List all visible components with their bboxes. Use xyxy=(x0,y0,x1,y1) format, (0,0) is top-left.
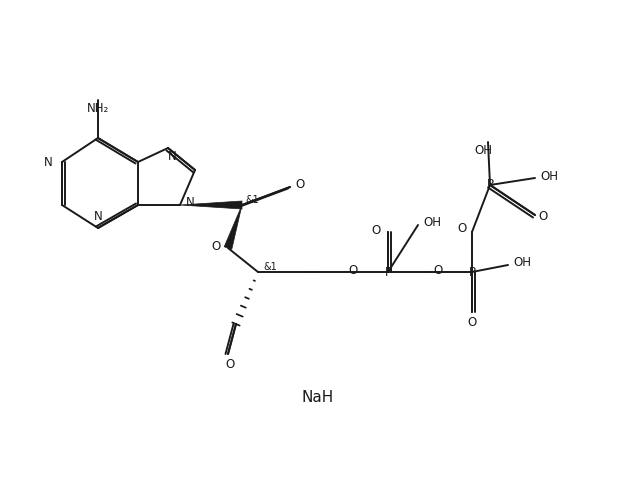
Text: O: O xyxy=(538,211,548,224)
Text: OH: OH xyxy=(540,170,558,183)
Text: O: O xyxy=(458,223,467,236)
Text: O: O xyxy=(211,240,221,253)
Text: O: O xyxy=(371,224,381,237)
Text: NaH: NaH xyxy=(302,390,334,405)
Text: &1: &1 xyxy=(263,262,277,272)
Text: OH: OH xyxy=(423,215,441,228)
Text: P: P xyxy=(468,266,476,279)
Text: O: O xyxy=(433,264,443,277)
Text: O: O xyxy=(467,316,477,329)
Text: N: N xyxy=(44,156,53,169)
Text: P: P xyxy=(385,266,392,279)
Text: OH: OH xyxy=(513,256,531,269)
Text: O: O xyxy=(296,178,305,191)
Text: OH: OH xyxy=(474,145,492,158)
Text: N: N xyxy=(93,211,102,224)
Text: N: N xyxy=(168,150,177,163)
Polygon shape xyxy=(224,205,242,249)
Text: O: O xyxy=(348,264,358,277)
Text: N: N xyxy=(186,197,195,210)
Text: NH₂: NH₂ xyxy=(87,103,109,116)
Text: P: P xyxy=(486,178,493,191)
Text: &1: &1 xyxy=(245,195,259,205)
Text: O: O xyxy=(225,358,235,371)
Polygon shape xyxy=(180,201,242,209)
